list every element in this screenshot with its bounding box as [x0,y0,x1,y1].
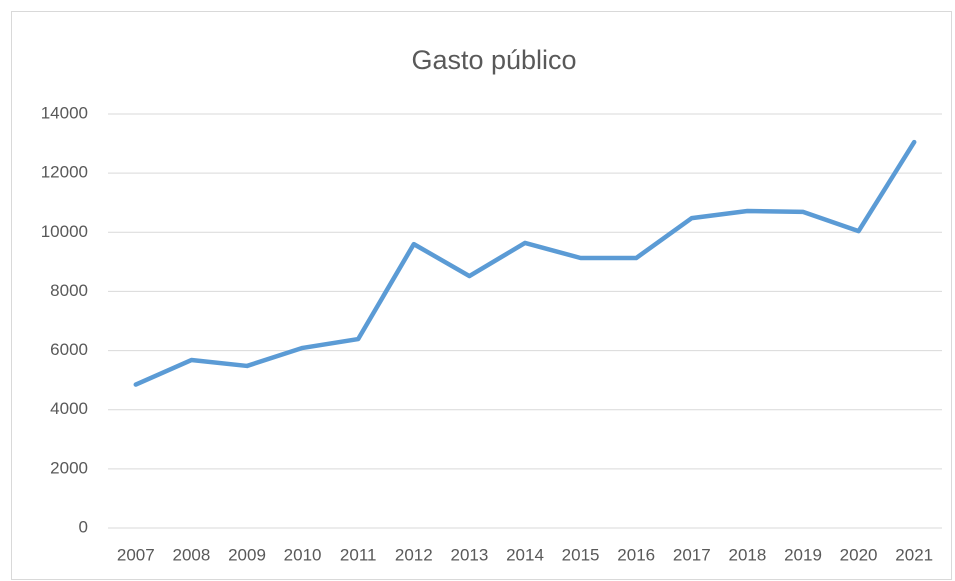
y-tick-label: 4000 [50,399,88,418]
x-tick-label: 2014 [506,545,544,564]
data-line [133,139,917,387]
y-tick-label: 8000 [50,281,88,300]
y-tick-label: 2000 [50,458,88,477]
y-tick-label: 14000 [41,103,88,122]
x-tick-label: 2007 [117,545,155,564]
chart-title: Gasto público [411,45,576,75]
x-tick-label: 2016 [617,545,655,564]
y-tick-label: 12000 [41,163,88,182]
x-tick-label: 2010 [284,545,322,564]
x-tick-label: 2011 [340,545,377,564]
x-tick-label: 2008 [172,545,210,564]
y-tick-label: 6000 [50,340,88,359]
x-tick-label: 2009 [228,545,266,564]
y-tick-label: 0 [79,517,88,536]
x-tick-label: 2017 [673,545,711,564]
x-tick-label: 2013 [450,545,488,564]
x-tick-label: 2019 [784,545,822,564]
x-tick-label: 2012 [395,545,433,564]
chart-frame [11,11,952,580]
x-tick-label: 2015 [562,545,600,564]
x-tick-label: 2020 [840,545,878,564]
x-tick-label: 2018 [728,545,766,564]
x-tick-label: 2021 [895,545,933,564]
y-tick-label: 10000 [41,222,88,241]
